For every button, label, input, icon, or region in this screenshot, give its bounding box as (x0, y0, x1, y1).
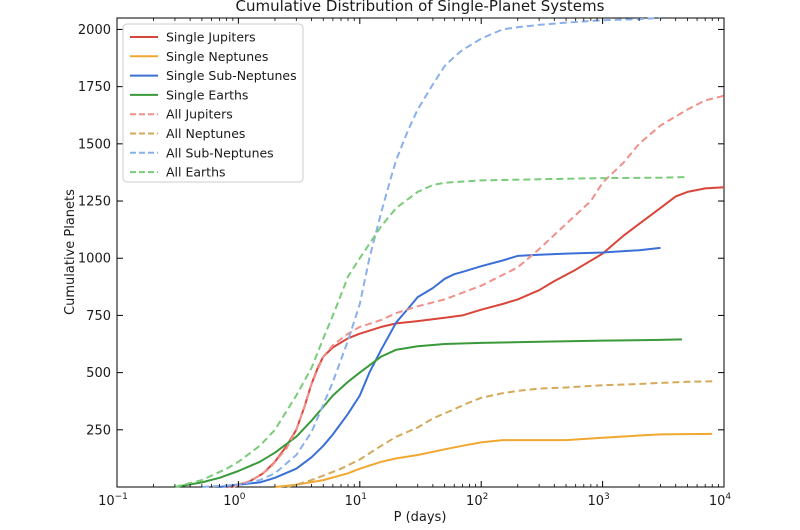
legend-box (122, 23, 304, 183)
plot-area (116, 17, 725, 488)
series-line-single-neptunes (274, 432, 713, 488)
legend-label: Single Jupiters (166, 30, 256, 45)
x-tick-label: 100 (223, 492, 246, 509)
legend-label: All Jupiters (166, 107, 233, 122)
x-tick-label: 101 (345, 492, 367, 509)
x-axis-label: P (days) (394, 510, 447, 525)
y-tick-label: 1750 (78, 80, 111, 95)
series-line-single-earths (174, 338, 682, 488)
y-tick-label: 1250 (78, 195, 111, 210)
series-line-all-jupiters (232, 94, 725, 488)
y-tick-label: 2000 (78, 23, 111, 38)
y-tick-label: 250 (86, 423, 111, 438)
legend-label: All Earths (166, 165, 226, 180)
y-tick-label: 1500 (78, 137, 111, 152)
y-tick-label: 1000 (78, 252, 111, 267)
y-axis-label: Cumulative Planets (63, 189, 78, 315)
legend-label: All Sub-Neptunes (166, 145, 274, 160)
legend-label: All Neptunes (166, 126, 245, 141)
chart-title: Cumulative Distribution of Single-Planet… (236, 0, 605, 15)
legend: Single Jupiters Single Neptunes Single Sub… (122, 23, 304, 183)
legend-label: Single Sub-Neptunes (166, 68, 297, 83)
series-layer (174, 17, 725, 488)
x-tick-label: 103 (587, 492, 609, 509)
x-tick-label: 104 (709, 492, 732, 509)
series-line-all-neptunes (286, 380, 713, 488)
legend-label: Single Neptunes (166, 49, 268, 64)
tick-layer: 10−1 100 101 102 103 104 250 500 750 1000 1250 1500… (78, 18, 732, 509)
x-tick-label: 102 (466, 492, 488, 509)
y-tick-label: 750 (86, 309, 111, 324)
x-tick-label: 10−1 (98, 492, 128, 509)
y-tick-label: 500 (86, 366, 111, 381)
series-line-all-earths (174, 176, 688, 488)
series-line-all-sub-neptunes (201, 17, 661, 488)
legend-label: Single Earths (166, 87, 248, 102)
series-line-single-jupiters (226, 186, 725, 488)
